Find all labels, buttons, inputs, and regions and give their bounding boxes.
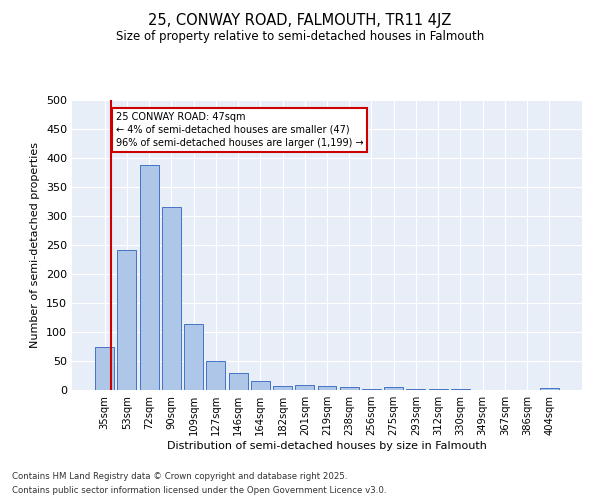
Bar bbox=[406, 389, 425, 390]
Text: Contains public sector information licensed under the Open Government Licence v3: Contains public sector information licen… bbox=[12, 486, 386, 495]
Bar bbox=[118, 250, 136, 390]
Text: 25, CONWAY ROAD, FALMOUTH, TR11 4JZ: 25, CONWAY ROAD, FALMOUTH, TR11 4JZ bbox=[148, 12, 452, 28]
Y-axis label: Number of semi-detached properties: Number of semi-detached properties bbox=[31, 142, 40, 348]
Bar bbox=[206, 361, 225, 390]
Bar bbox=[140, 165, 158, 390]
Text: Size of property relative to semi-detached houses in Falmouth: Size of property relative to semi-detach… bbox=[116, 30, 484, 43]
Bar bbox=[451, 389, 470, 390]
Bar bbox=[95, 346, 114, 390]
Text: Contains HM Land Registry data © Crown copyright and database right 2025.: Contains HM Land Registry data © Crown c… bbox=[12, 472, 347, 481]
Bar bbox=[184, 324, 203, 390]
Bar bbox=[317, 386, 337, 390]
Bar bbox=[162, 208, 181, 390]
Text: 25 CONWAY ROAD: 47sqm
← 4% of semi-detached houses are smaller (47)
96% of semi-: 25 CONWAY ROAD: 47sqm ← 4% of semi-detac… bbox=[116, 112, 364, 148]
Bar bbox=[295, 386, 314, 390]
Bar bbox=[384, 387, 403, 390]
Bar bbox=[229, 372, 248, 390]
Bar bbox=[273, 386, 292, 390]
X-axis label: Distribution of semi-detached houses by size in Falmouth: Distribution of semi-detached houses by … bbox=[167, 441, 487, 451]
Bar bbox=[251, 382, 270, 390]
Bar bbox=[340, 387, 359, 390]
Bar bbox=[540, 388, 559, 390]
